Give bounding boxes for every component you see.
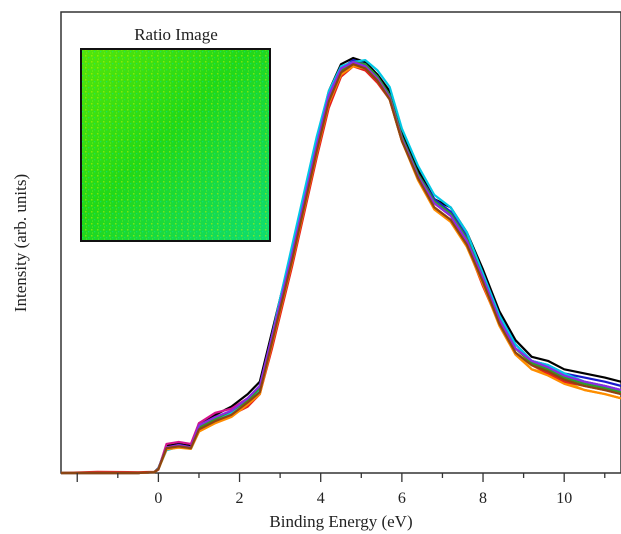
x-tick-label: 8 <box>479 490 487 507</box>
x-axis-label: Binding Energy (eV) <box>269 512 412 531</box>
inset-title: Ratio Image <box>134 25 218 44</box>
x-axis: 0 2 4 6 8 10 <box>76 473 606 507</box>
x-tick-label: 10 <box>556 490 572 507</box>
y-axis-label: Intensity (arb. units) <box>11 174 30 312</box>
series-line-8 <box>61 60 621 475</box>
x-tick-label: 6 <box>398 490 406 507</box>
x-tick-label: 4 <box>317 490 325 507</box>
inset-ratio-image: Ratio Image <box>80 25 271 242</box>
x-tick-label: 2 <box>236 490 244 507</box>
x-tick-label: 0 <box>154 490 162 507</box>
series-layer <box>60 56 621 475</box>
series-line-10 <box>61 63 621 475</box>
